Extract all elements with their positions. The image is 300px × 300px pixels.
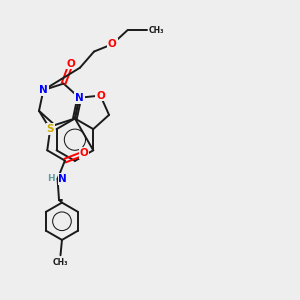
Text: O: O bbox=[108, 39, 117, 49]
Text: H: H bbox=[47, 174, 55, 183]
Text: CH₃: CH₃ bbox=[53, 258, 68, 267]
Text: N: N bbox=[58, 174, 67, 184]
Text: O: O bbox=[80, 148, 88, 158]
Text: O: O bbox=[96, 91, 105, 100]
Text: S: S bbox=[46, 124, 54, 134]
Text: N: N bbox=[75, 93, 84, 103]
Text: N: N bbox=[39, 85, 48, 95]
Text: O: O bbox=[67, 58, 75, 68]
Text: CH₃: CH₃ bbox=[148, 26, 164, 34]
